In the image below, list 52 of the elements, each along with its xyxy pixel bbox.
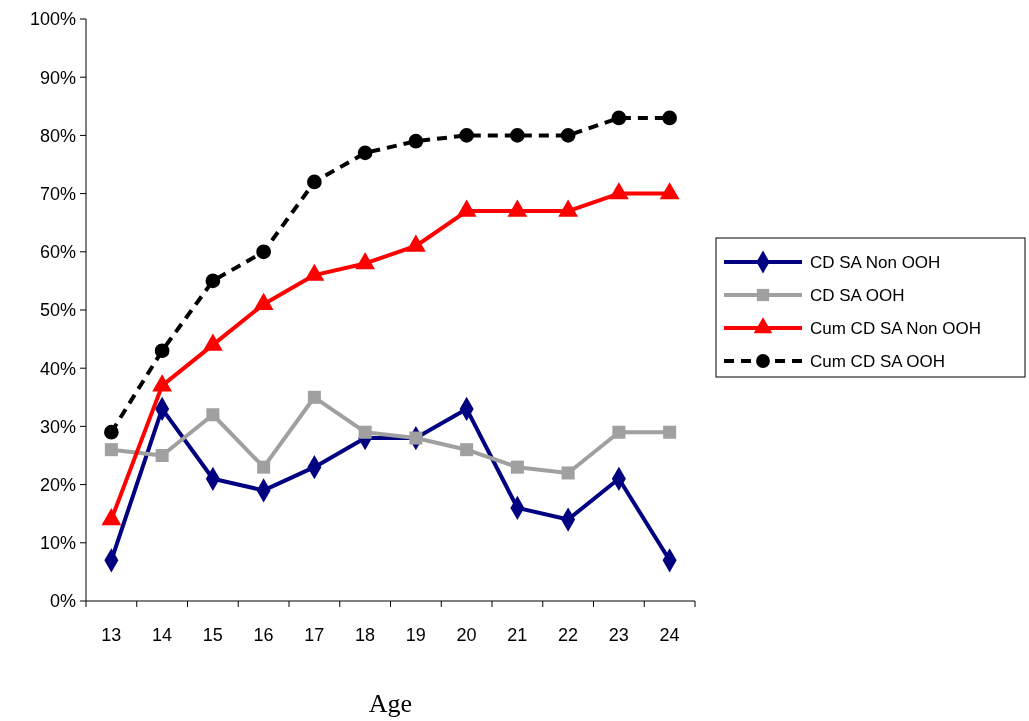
- point: [561, 466, 575, 480]
- y-tick-label: 100%: [29, 9, 76, 30]
- point: [256, 244, 271, 260]
- point: [408, 133, 424, 149]
- y-tick-label: 0%: [49, 591, 76, 612]
- point: [662, 110, 677, 126]
- y-tick-label: 50%: [39, 300, 76, 321]
- x-tick-label: 24: [659, 625, 680, 645]
- y-tick-label: 70%: [39, 183, 76, 204]
- y-tick-label: 20%: [39, 474, 76, 495]
- legend-label: CD SA Non OOH: [810, 252, 941, 272]
- x-tick-label: 19: [405, 625, 426, 645]
- point: [510, 128, 525, 143]
- x-tick-label: 22: [558, 625, 579, 645]
- x-tick-label: 21: [507, 625, 528, 645]
- y-tick-label: 40%: [39, 358, 76, 379]
- legend-label: CD SA OOH: [810, 285, 905, 305]
- point: [155, 448, 169, 463]
- point: [307, 174, 322, 190]
- point: [154, 343, 170, 359]
- point: [612, 425, 626, 439]
- x-tick-label: 14: [152, 625, 173, 645]
- point: [205, 273, 221, 289]
- y-tick-label: 30%: [39, 416, 76, 437]
- point: [104, 424, 119, 440]
- y-tick-label: 80%: [39, 125, 76, 146]
- point: [104, 443, 118, 457]
- y-tick-label: 60%: [39, 242, 76, 263]
- point: [510, 460, 524, 474]
- point: [663, 425, 677, 439]
- legend-label: Cum CD SA Non OOH: [810, 318, 981, 338]
- x-tick-label: 16: [253, 625, 274, 645]
- point: [611, 110, 627, 126]
- legend-label: Cum CD SA OOH: [810, 351, 946, 371]
- x-tick-label: 20: [456, 625, 477, 645]
- point: [459, 128, 474, 143]
- point: [358, 425, 372, 439]
- x-tick-label: 13: [101, 625, 122, 645]
- x-tick-label: 18: [355, 625, 376, 645]
- point: [357, 145, 373, 161]
- x-axis-title: Age: [368, 689, 413, 718]
- x-tick-label: 17: [304, 625, 325, 645]
- point: [560, 128, 576, 143]
- point: [409, 431, 423, 445]
- point: [460, 443, 474, 457]
- point: [206, 408, 220, 422]
- x-tick-label: 23: [608, 625, 629, 645]
- y-tick-label: 10%: [39, 533, 76, 554]
- x-tick-label: 15: [202, 625, 223, 645]
- y-tick-label: 90%: [39, 67, 76, 88]
- point: [257, 460, 271, 474]
- point: [307, 390, 321, 404]
